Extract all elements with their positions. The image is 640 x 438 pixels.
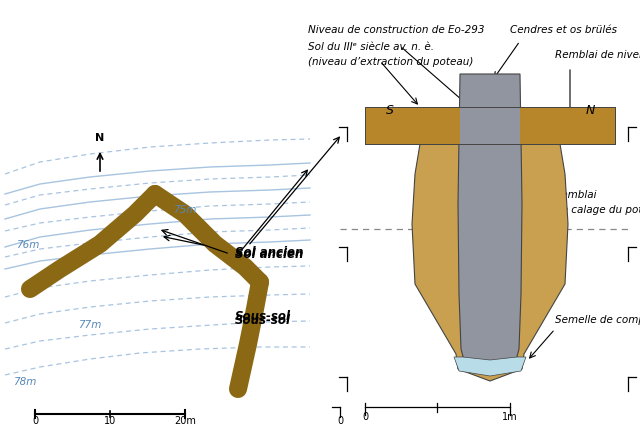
Text: Sous-sol: Sous-sol	[235, 313, 291, 326]
Text: N: N	[95, 133, 104, 143]
Polygon shape	[412, 145, 568, 381]
Text: Sol ancien: Sol ancien	[235, 248, 303, 261]
Text: Remblai de nivellement: Remblai de nivellement	[555, 50, 640, 60]
Bar	[365, 108, 460, 145]
Text: Cendres et os brülés: Cendres et os brülés	[510, 25, 617, 35]
Text: 77m: 77m	[78, 319, 102, 329]
Text: Sous-sol: Sous-sol	[235, 309, 291, 322]
Text: Remblai: Remblai	[555, 190, 598, 200]
Text: 20m: 20m	[174, 415, 196, 425]
Text: Sol ancien: Sol ancien	[235, 246, 303, 259]
Text: 0: 0	[32, 415, 38, 425]
Text: 0: 0	[337, 415, 343, 425]
Text: 78m: 78m	[13, 376, 36, 386]
Text: de calage du poteau: de calage du poteau	[555, 205, 640, 215]
Text: Semelle de compression: Semelle de compression	[555, 314, 640, 324]
Text: 10: 10	[104, 415, 116, 425]
Text: Sol du IIIᵉ siècle av. n. è.: Sol du IIIᵉ siècle av. n. è.	[308, 42, 434, 52]
Polygon shape	[454, 357, 526, 376]
Bar	[520, 108, 615, 145]
Text: 0: 0	[362, 411, 368, 421]
Text: 1m: 1m	[502, 411, 518, 421]
Text: Niveau de construction de Eo-293: Niveau de construction de Eo-293	[308, 25, 484, 35]
Text: N: N	[586, 103, 595, 116]
Text: 76m: 76m	[16, 240, 40, 249]
Bar	[365, 108, 615, 145]
Text: (niveau d’extraction du poteau): (niveau d’extraction du poteau)	[308, 57, 474, 67]
Text: S: S	[386, 103, 394, 116]
Text: 75m: 75m	[173, 205, 196, 215]
Bar	[365, 108, 615, 145]
Polygon shape	[458, 75, 522, 371]
